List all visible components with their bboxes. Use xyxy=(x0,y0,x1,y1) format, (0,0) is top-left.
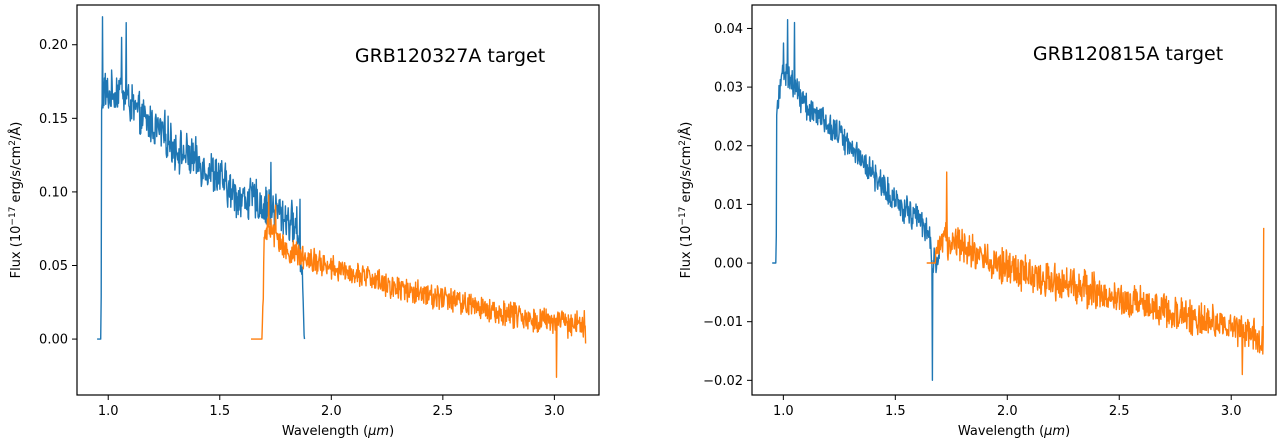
left-y-tick-label: 0.10 xyxy=(39,185,68,200)
left-series-1-line xyxy=(96,16,306,340)
right-y-tick-label: 0.04 xyxy=(714,22,743,37)
right-series-1-line xyxy=(771,19,941,381)
left-y-tick-label: 0.15 xyxy=(39,112,68,127)
right-x-axis-label: Wavelength (μm) xyxy=(958,424,1070,439)
left-series-2-line xyxy=(250,194,587,378)
right-x-tick-label: 1.5 xyxy=(885,404,906,419)
right-y-axis-label: Flux (10−17 erg/s/cm2/Å) xyxy=(678,122,694,279)
right-y-tick-label: 0.00 xyxy=(714,257,743,272)
left-plot-frame xyxy=(76,4,600,396)
right-panel: 1.0 1.5 2.0 2.5 3.0 −0.02 −0.01 0.00 0.01 0.02 0.0… xyxy=(678,4,1277,439)
right-x-tick-label: 2.5 xyxy=(1109,404,1130,419)
left-y-axis-label: Flux (10−17 erg/s/cm2/Å) xyxy=(8,122,24,279)
left-x-tick-label: 2.0 xyxy=(321,404,342,419)
left-x-tick-label: 1.0 xyxy=(98,404,119,419)
right-y-tick-label: −0.01 xyxy=(703,315,743,330)
right-y-tick-label: −0.02 xyxy=(703,374,743,389)
left-y-tick-label: 0.00 xyxy=(39,333,68,348)
right-x-tick-label: 1.0 xyxy=(773,404,794,419)
right-plot-frame xyxy=(751,4,1277,396)
left-annotation: GRB120327A target xyxy=(355,45,545,67)
left-y-tick-label: 0.20 xyxy=(39,38,68,53)
left-x-tick-label: 3.0 xyxy=(544,404,565,419)
left-y-tick-label: 0.05 xyxy=(39,259,68,274)
right-series-2-line xyxy=(926,171,1265,376)
right-y-tick-label: 0.01 xyxy=(714,198,743,213)
right-annotation: GRB120815A target xyxy=(1033,43,1223,65)
right-x-tick-label: 3.0 xyxy=(1221,404,1242,419)
left-x-tick-label: 2.5 xyxy=(433,404,454,419)
left-x-axis-label: Wavelength (μm) xyxy=(282,424,394,439)
right-x-tick-label: 2.0 xyxy=(997,404,1018,419)
left-x-tick-label: 1.5 xyxy=(209,404,230,419)
right-y-tick-label: 0.02 xyxy=(714,139,743,154)
left-panel: 1.0 1.5 2.0 2.5 3.0 0.00 0.05 0.10 0.15 0.20 Wavel… xyxy=(8,4,600,439)
right-y-tick-label: 0.03 xyxy=(714,81,743,96)
